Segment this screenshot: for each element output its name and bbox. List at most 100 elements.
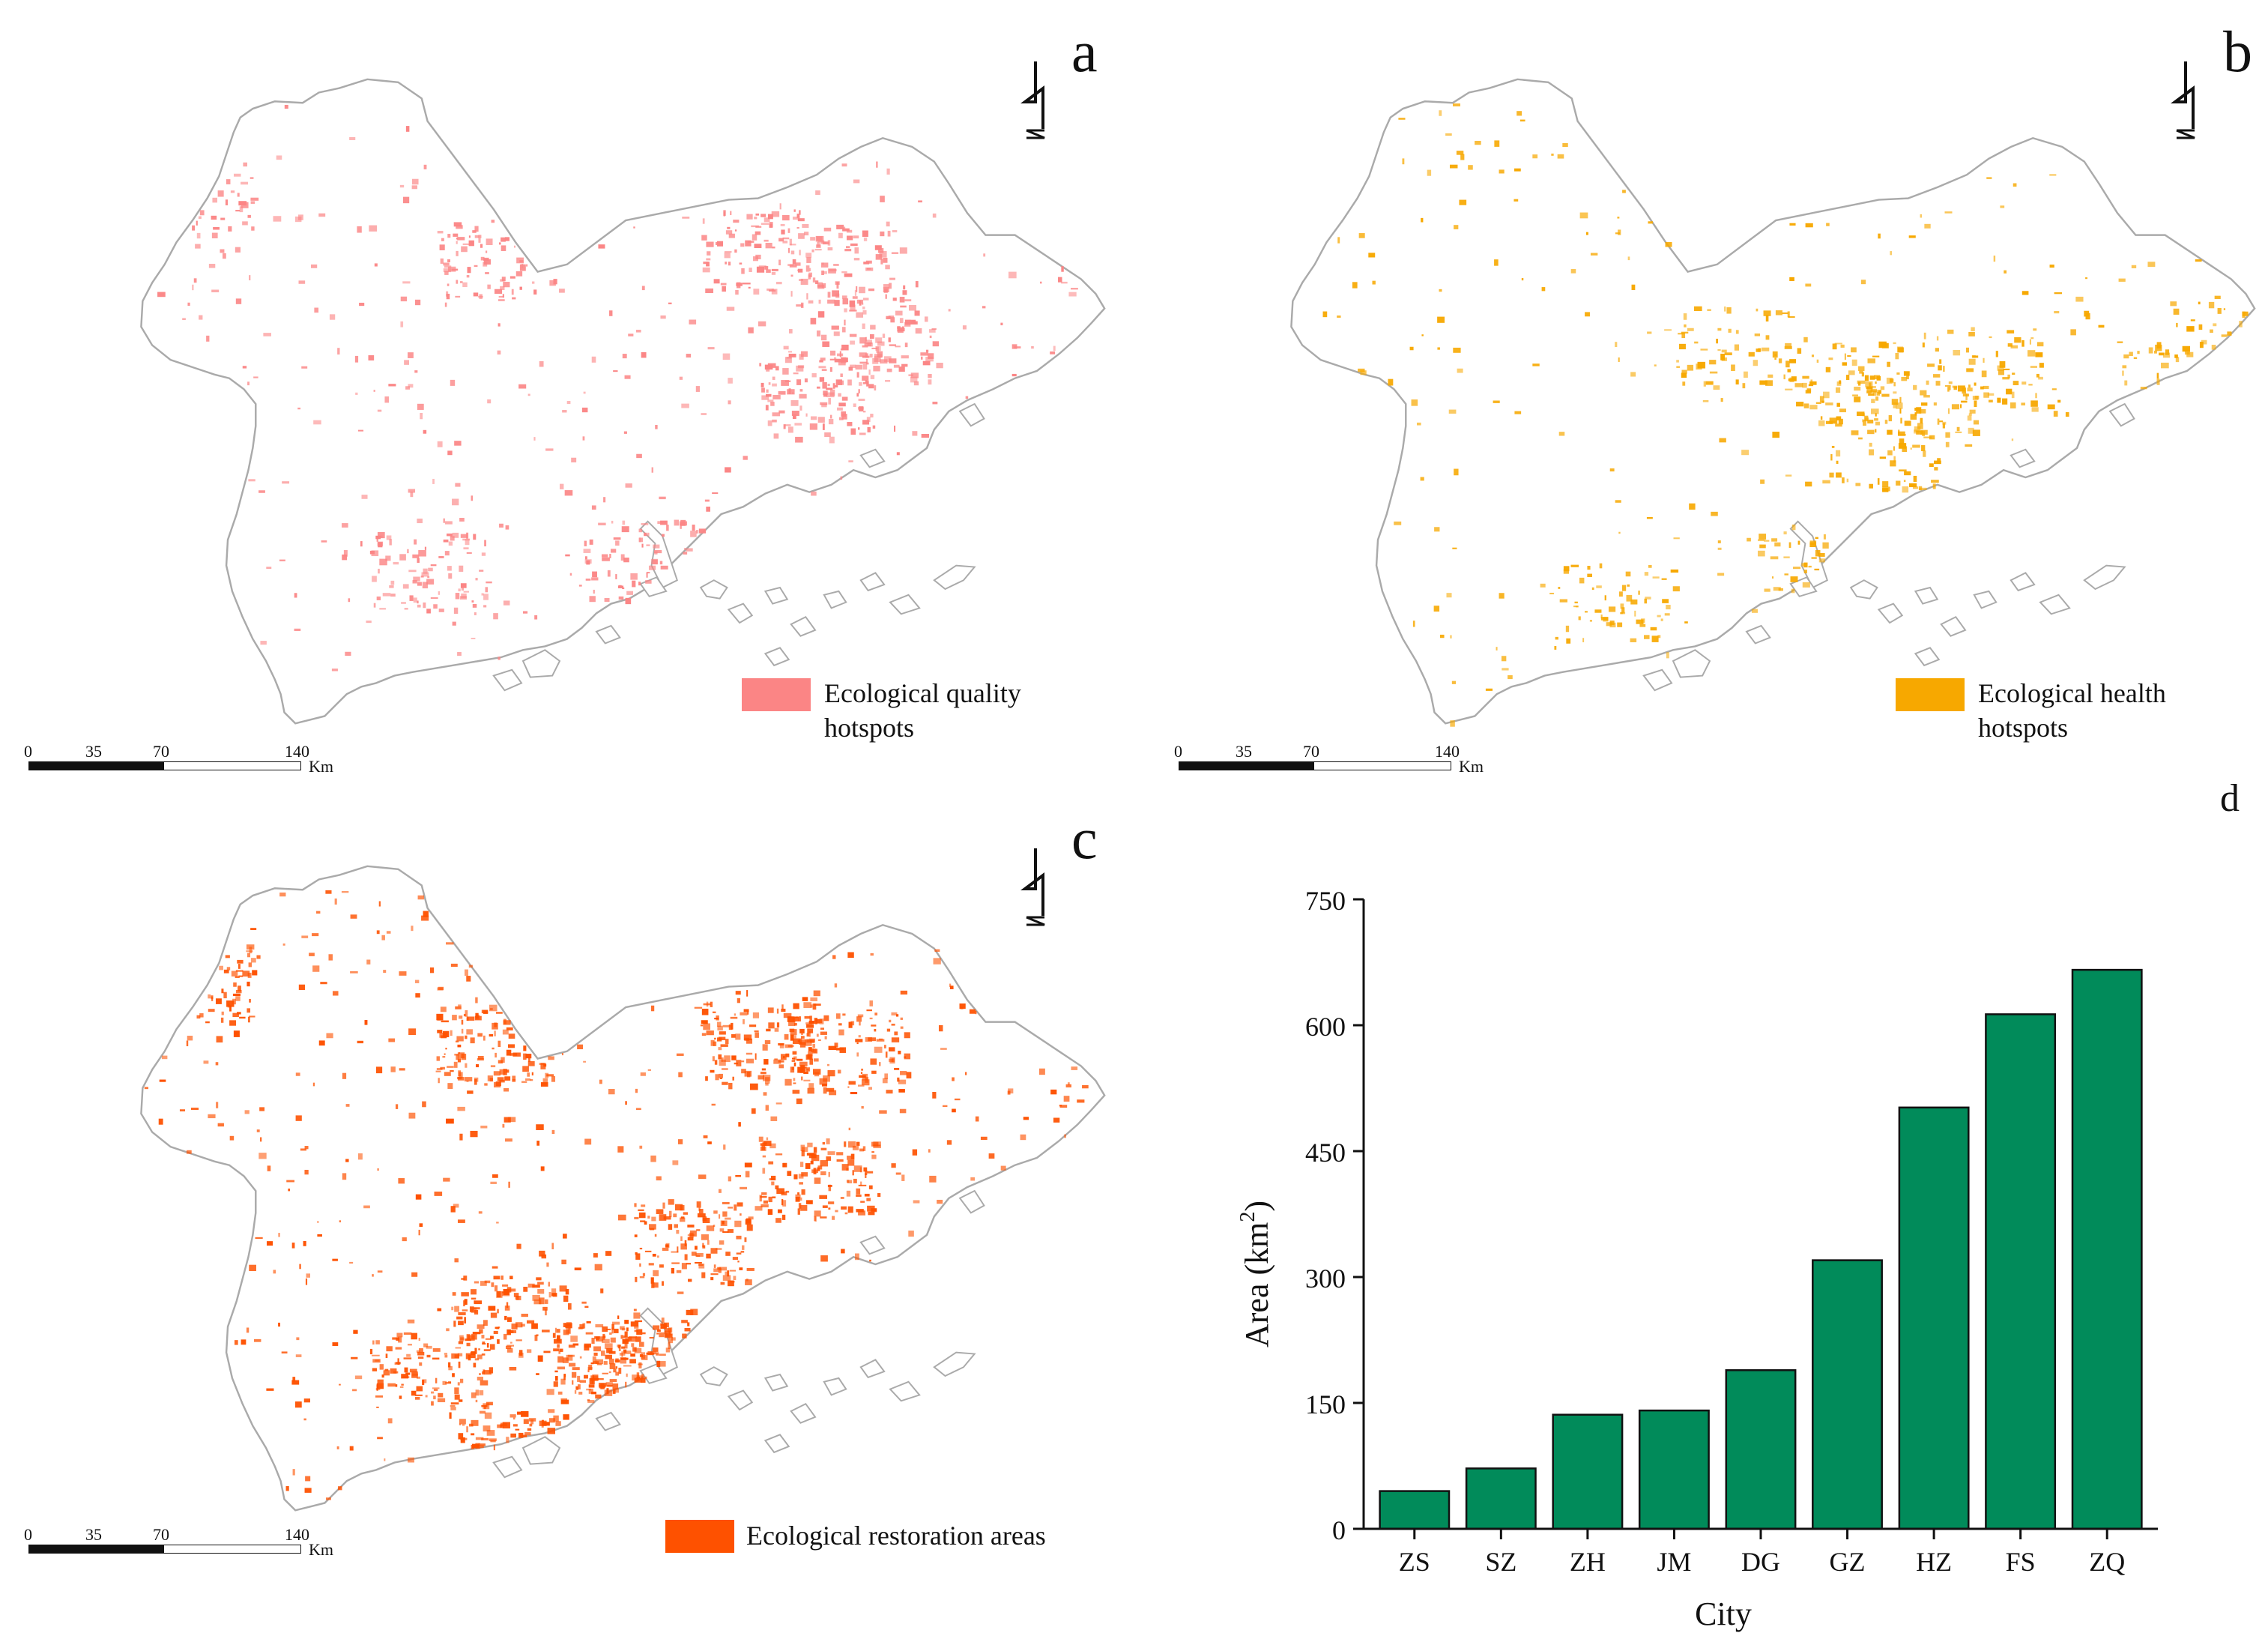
island-outline [727,603,754,624]
island-outline [859,448,886,468]
x-tick-label: ZQ [2089,1547,2125,1577]
scale-tick-35: 35 [1236,742,1252,761]
scale-unit: Km [309,1540,333,1559]
island-outline [1672,649,1711,678]
panel-letter-a: a [1071,19,1098,84]
island-outline [1914,647,1941,667]
island-outline [933,1351,976,1377]
y-axis-label-close: ) [1239,1201,1275,1212]
island-outline [763,1373,789,1392]
legend-swatch-b [1896,678,1965,711]
bar-zs [1379,1490,1451,1530]
x-tick-label: DG [1741,1547,1780,1577]
region-map-c [140,865,1106,1512]
legend-label-b: Ecological health hotspots [1978,678,2166,743]
scale-bar-b: 0 35 70 140 Km [1173,742,1484,787]
scale-tick-70: 70 [153,742,169,761]
scale-tick-140: 140 [285,742,309,761]
region-outline [140,865,1106,1512]
estuary-outline [1789,520,1828,589]
y-tick-label: 300 [1305,1264,1346,1294]
hotspot-cells [1322,103,2249,727]
scale-bar-filled [28,1545,165,1554]
x-tick-label: FS [2006,1547,2036,1577]
island-outline [2010,572,2036,592]
x-tick-label: SZ [1485,1547,1516,1577]
north-arrow-icon [1020,848,1045,926]
scale-unit: Km [309,757,333,776]
scale-tick-70: 70 [153,1525,169,1544]
bar-sz [1465,1467,1537,1530]
island-outline [823,590,847,609]
island-outline [595,624,621,645]
y-axis-label: Area (km2) [1236,1201,1275,1347]
scale-bar-filled [28,761,165,770]
island-outline [958,402,985,427]
legend-swatch-a [742,678,811,711]
island-outline [1745,624,1771,645]
scale-bar-empty [163,1545,301,1554]
bar-hz [1898,1106,1970,1530]
island-outline [859,1235,886,1255]
scale-tick-0: 0 [1174,742,1182,761]
x-axis-label: City [1695,1596,1752,1632]
scale-unit: Km [1459,757,1484,776]
panel-letter-c: c [1071,806,1098,871]
scale-tick-35: 35 [85,1525,102,1544]
scale-tick-0: 0 [24,1525,32,1544]
y-tick-label: 750 [1305,886,1346,916]
island-outline [763,1434,790,1454]
y-tick-label: 0 [1332,1515,1346,1545]
island-outline [2083,564,2126,591]
scale-bar-c: 0 35 70 140 Km [22,1525,333,1570]
bar-gz [1812,1259,1883,1530]
bar-zq [2071,968,2143,1530]
island-outline [859,1359,886,1379]
y-axis-label-superscript: 2 [1236,1212,1260,1222]
island-outline [2108,402,2135,427]
island-outline [1642,668,1673,692]
scale-bar-a: 0 35 70 140 Km [22,742,333,787]
x-tick-label: HZ [1916,1547,1952,1577]
region-map-b [1290,78,2256,727]
bar-jm [1638,1409,1710,1530]
island-outline [727,1389,754,1411]
island-outline [1877,603,1904,624]
scale-tick-35: 35 [85,742,102,761]
panel-letter-d: d [2220,777,2240,820]
estuary-outline [639,520,678,589]
island-outline [2039,594,2071,615]
island-outline [790,615,817,637]
north-arrow-icon [1020,61,1045,139]
x-tick-label: ZS [1399,1547,1430,1577]
hotspot-cells [157,104,1078,671]
legend-swatch-c [665,1520,734,1553]
y-tick-label: 150 [1305,1389,1346,1419]
legend-label-a: Ecological quality hotspots [824,678,1021,743]
x-tick-label: ZH [1570,1547,1606,1577]
scale-tick-140: 140 [285,1525,309,1544]
island-outline [492,668,523,692]
island-outline [2010,448,2036,468]
hotspot-cells [144,890,1089,1500]
island-outline [1914,586,1939,605]
island-outline [763,647,790,667]
scale-tick-0: 0 [24,742,32,761]
island-outline [1973,590,1998,609]
island-outline [933,564,976,591]
region-map-a [140,78,1106,725]
panel-b: b Ecological health hotspots 0 35 70 140… [1150,0,2268,794]
scale-tick-140: 140 [1435,742,1460,761]
legend-label-c: Ecological restoration areas [746,1521,1046,1551]
bar-dg [1725,1369,1797,1530]
island-outline [699,579,728,600]
island-outline [492,1455,523,1479]
island-outline [521,649,561,678]
panel-c: c Ecological restoration areas 0 35 70 1… [0,794,1124,1604]
x-tick-label: GZ [1830,1547,1866,1577]
scale-bar-empty [163,761,301,770]
island-outline [859,572,886,592]
island-outline [1849,579,1878,600]
island-outline [763,586,789,605]
